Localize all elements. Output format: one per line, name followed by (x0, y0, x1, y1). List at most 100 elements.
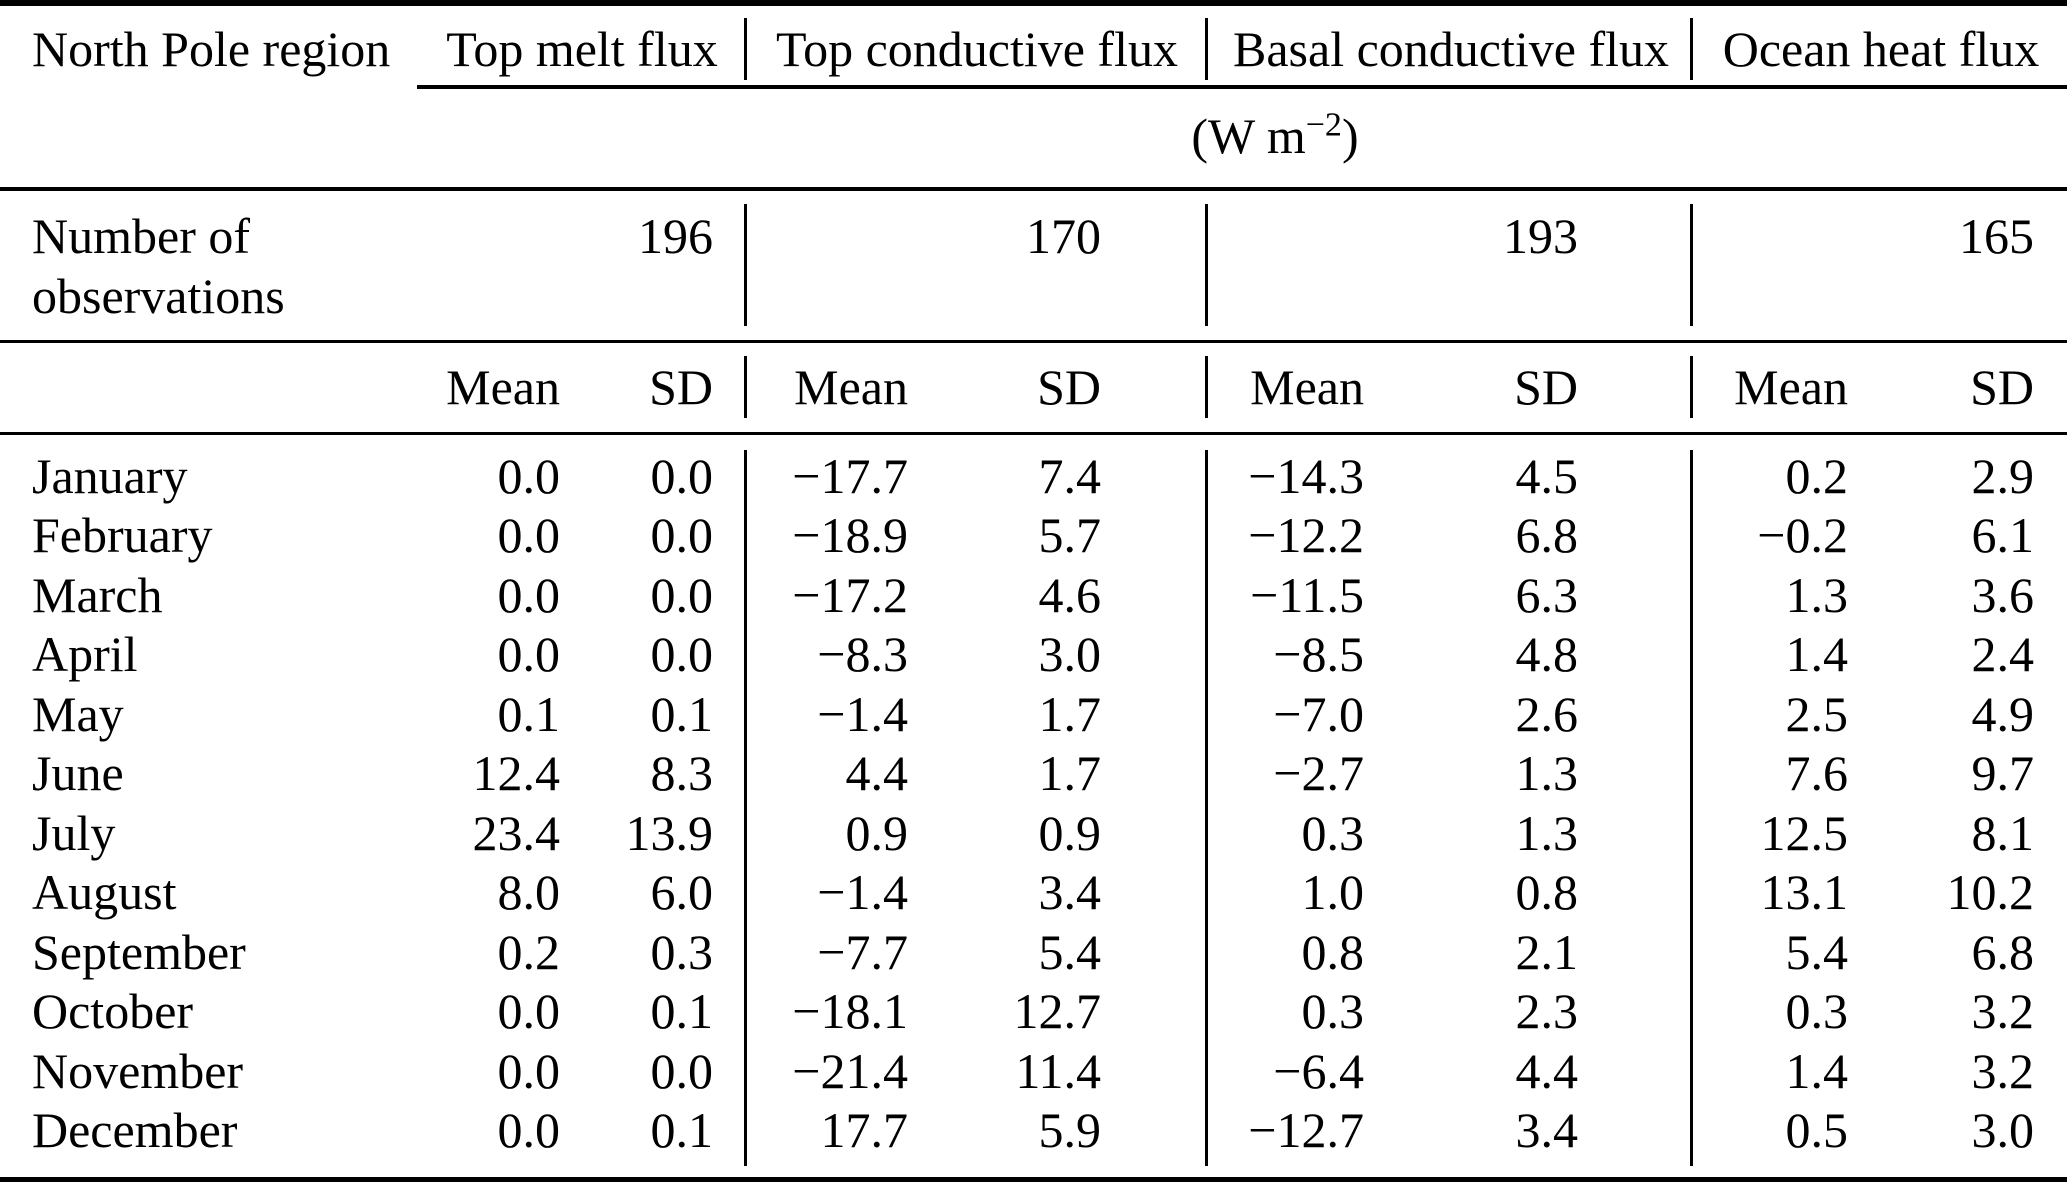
table-cell-basal-conductive-mean: −6.4 (1273, 1042, 1364, 1099)
table-cell-top-melt-sd: 6.0 (650, 864, 714, 921)
table-cell-top-melt-sd: 8.3 (650, 745, 714, 802)
table-cell-top-conductive-mean: −17.7 (792, 447, 908, 504)
table-cell-top-conductive-mean: −1.4 (817, 864, 908, 921)
table-cell-ocean-heat-sd: 3.2 (1971, 983, 2035, 1040)
table-cell-top-conductive-sd: 0.9 (1038, 804, 1102, 861)
table-cell-basal-conductive-sd: 2.3 (1515, 983, 1579, 1040)
table-cell-ocean-heat-mean: 1.3 (1785, 566, 1849, 623)
mean-header: Mean (794, 359, 908, 415)
table-cell-basal-conductive-mean: 1.0 (1301, 864, 1365, 921)
group-header-top-conductive-flux: Top conductive flux (776, 21, 1178, 77)
observations-count: 170 (1026, 208, 1101, 264)
sd-header: SD (1037, 359, 1101, 415)
month-label: June (32, 745, 124, 802)
table-cell-top-melt-sd: 0.0 (650, 507, 714, 564)
table-row: July 23.4 13.9 0.9 0.9 0.3 1.3 12.5 8.1 (0, 803, 2067, 863)
table-cell-ocean-heat-sd: 3.0 (1971, 1102, 2035, 1159)
month-label: April (32, 626, 138, 683)
month-label: November (32, 1042, 244, 1099)
table-cell-basal-conductive-mean: −2.7 (1273, 745, 1364, 802)
table-cell-basal-conductive-mean: 0.3 (1301, 804, 1365, 861)
table-cell-top-conductive-sd: 12.7 (1013, 983, 1102, 1040)
stat-header-row: Mean SD Mean SD Mean SD Mean SD (0, 343, 2067, 431)
column-separator (744, 356, 747, 418)
month-label: December (32, 1102, 238, 1159)
table-cell-ocean-heat-sd: 2.4 (1971, 626, 2035, 683)
table-cell-basal-conductive-mean: −12.2 (1248, 507, 1364, 564)
units-exponent: −2 (1305, 106, 1342, 144)
table-cell-ocean-heat-mean: 1.4 (1785, 626, 1849, 683)
table-cell-top-conductive-sd: 3.4 (1038, 864, 1102, 921)
table-cell-top-melt-sd: 0.1 (650, 983, 714, 1040)
table-row: June 12.4 8.3 4.4 1.7 −2.7 1.3 7.6 9.7 (0, 744, 2067, 804)
table-cell-top-melt-sd: 0.0 (650, 1042, 714, 1099)
table-cell-top-melt-mean: 0.0 (497, 447, 561, 504)
table-cell-top-conductive-sd: 1.7 (1038, 685, 1102, 742)
table-cell-top-melt-sd: 0.1 (650, 685, 714, 742)
column-separator (1205, 204, 1208, 326)
table-cell-basal-conductive-sd: 0.8 (1515, 864, 1579, 921)
mean-header: Mean (1734, 359, 1848, 415)
column-separator (744, 204, 747, 326)
table-row: April 0.0 0.0 −8.3 3.0 −8.5 4.8 1.4 2.4 (0, 625, 2067, 685)
table-cell-ocean-heat-mean: 5.4 (1785, 923, 1849, 980)
table-cell-top-conductive-sd: 7.4 (1038, 447, 1102, 504)
table-cell-ocean-heat-mean: 0.2 (1785, 447, 1849, 504)
column-separator (744, 450, 747, 1166)
table-cell-top-melt-mean: 23.4 (472, 804, 561, 861)
table-cell-basal-conductive-mean: −7.0 (1273, 685, 1364, 742)
table-cell-top-conductive-mean: −1.4 (817, 685, 908, 742)
column-separator (1205, 450, 1208, 1166)
table-cell-top-conductive-mean: −18.9 (792, 507, 908, 564)
table-cell-basal-conductive-sd: 1.3 (1515, 745, 1579, 802)
table-row: August 8.0 6.0 −1.4 3.4 1.0 0.8 13.1 10.… (0, 863, 2067, 923)
table-cell-top-melt-mean: 0.0 (497, 566, 561, 623)
sd-header: SD (649, 359, 713, 415)
table-cell-ocean-heat-mean: 7.6 (1785, 745, 1849, 802)
table-cell-top-conductive-sd: 5.7 (1038, 507, 1102, 564)
table-cell-top-melt-mean: 0.0 (497, 983, 561, 1040)
table-cell-basal-conductive-sd: 6.8 (1515, 507, 1579, 564)
table-row: October 0.0 0.1 −18.1 12.7 0.3 2.3 0.3 3… (0, 982, 2067, 1042)
month-label: February (32, 507, 213, 564)
table-row: December 0.0 0.1 17.7 5.9 −12.7 3.4 0.5 … (0, 1101, 2067, 1161)
table-cell-ocean-heat-sd: 6.8 (1971, 923, 2035, 980)
column-separator (1205, 356, 1208, 418)
table-row: January 0.0 0.0 −17.7 7.4 −14.3 4.5 0.2 … (0, 446, 2067, 506)
table-cell-top-conductive-mean: −7.7 (817, 923, 908, 980)
observations-count: 193 (1503, 208, 1578, 264)
table-cell-top-melt-sd: 0.0 (650, 447, 714, 504)
observations-label-line2: observations (32, 268, 285, 324)
column-separator (1690, 356, 1693, 418)
observations-row: Number of observations 196 170 193 165 (0, 196, 2067, 336)
table-cell-basal-conductive-mean: −12.7 (1248, 1102, 1364, 1159)
table-row: March 0.0 0.0 −17.2 4.6 −11.5 6.3 1.3 3.… (0, 565, 2067, 625)
table-cell-ocean-heat-sd: 3.6 (1971, 566, 2035, 623)
meansd-bottom-rule (0, 432, 2067, 435)
table-cell-ocean-heat-mean: 1.4 (1785, 1042, 1849, 1099)
table-cell-ocean-heat-sd: 8.1 (1971, 804, 2035, 861)
table-cell-ocean-heat-mean: 13.1 (1760, 864, 1849, 921)
table-cell-basal-conductive-sd: 2.1 (1515, 923, 1579, 980)
table-cell-ocean-heat-sd: 10.2 (1946, 864, 2035, 921)
table-cell-top-conductive-sd: 5.4 (1038, 923, 1102, 980)
observations-count: 196 (638, 208, 713, 264)
table-row: May 0.1 0.1 −1.4 1.7 −7.0 2.6 2.5 4.9 (0, 684, 2067, 744)
top-rule (0, 0, 2067, 6)
observations-label: Number of observations (0, 196, 417, 326)
table-cell-ocean-heat-sd: 3.2 (1971, 1042, 2035, 1099)
table-cell-ocean-heat-mean: 0.3 (1785, 983, 1849, 1040)
table-row: November 0.0 0.0 −21.4 11.4 −6.4 4.4 1.4… (0, 1041, 2067, 1101)
observations-count: 165 (1959, 208, 2034, 264)
table-cell-top-conductive-mean: −21.4 (792, 1042, 908, 1099)
table-cell-top-melt-mean: 0.0 (497, 507, 561, 564)
mean-header: Mean (446, 359, 560, 415)
table-cell-basal-conductive-mean: 0.3 (1301, 983, 1365, 1040)
flux-groups-underline (417, 85, 2067, 89)
table-cell-top-conductive-mean: 4.4 (845, 745, 909, 802)
table-cell-basal-conductive-mean: 0.8 (1301, 923, 1365, 980)
table-cell-top-melt-mean: 12.4 (472, 745, 561, 802)
table-cell-top-melt-sd: 13.9 (625, 804, 714, 861)
table-cell-top-melt-mean: 0.0 (497, 626, 561, 683)
